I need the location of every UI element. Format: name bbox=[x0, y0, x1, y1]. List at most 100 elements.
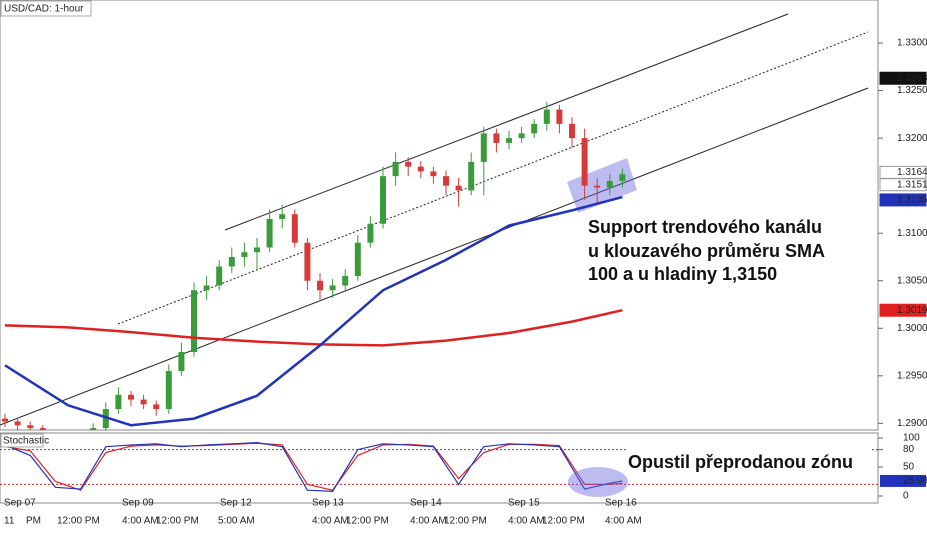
x-time-label: 12:00 PM bbox=[444, 516, 487, 527]
x-date-label: Sep 12 bbox=[220, 498, 252, 509]
candle-body bbox=[115, 394, 122, 410]
annotation: 100 a u hladiny 1,3150 bbox=[588, 264, 777, 284]
candle-body bbox=[128, 394, 134, 400]
candle-body bbox=[468, 161, 475, 191]
candle-body bbox=[191, 290, 197, 353]
candle-body bbox=[2, 418, 8, 422]
candle-body bbox=[266, 218, 273, 248]
price-tag-label: 1.3164 bbox=[897, 167, 927, 178]
x-time-label: 12:00 PM bbox=[57, 516, 100, 527]
y-tick-label: 1.3050 bbox=[897, 275, 927, 286]
candle-body bbox=[39, 428, 46, 430]
x-time-label: 12:00 PM bbox=[542, 516, 585, 527]
candle-body bbox=[569, 123, 575, 139]
candle-body bbox=[165, 371, 172, 410]
candle-body bbox=[367, 223, 374, 243]
candle-body bbox=[392, 161, 399, 177]
candle-body bbox=[581, 138, 588, 186]
x-time-label: 4:00 AM bbox=[508, 516, 545, 527]
x-time-label: 12:00 PM bbox=[156, 516, 199, 527]
y-tick-label: 1.2950 bbox=[897, 370, 927, 381]
annotation: Opustil přeprodanou zónu bbox=[628, 452, 853, 472]
candle-body bbox=[493, 133, 500, 143]
candle-body bbox=[178, 352, 185, 372]
x-date-label: Sep 16 bbox=[605, 498, 637, 509]
channel-top bbox=[224, 13, 789, 231]
x-time-label: 4:00 AM bbox=[312, 516, 349, 527]
candle-body bbox=[455, 185, 462, 191]
stoch-tick-label: 100 bbox=[903, 433, 920, 444]
candle-body bbox=[329, 285, 336, 291]
candle-body bbox=[342, 275, 349, 286]
annotation: u klouzavého průměru SMA bbox=[588, 241, 825, 261]
candle-body bbox=[443, 176, 449, 186]
candle-body bbox=[543, 109, 550, 124]
x-time-label: 12:00 PM bbox=[346, 516, 389, 527]
indicator-box bbox=[0, 433, 44, 448]
candle-body bbox=[304, 242, 311, 281]
candle-body bbox=[241, 252, 248, 257]
x-time-label: 4:00 AM bbox=[605, 516, 642, 527]
highlight bbox=[568, 467, 628, 497]
candle-body bbox=[594, 185, 601, 188]
price-tag bbox=[879, 303, 927, 317]
candle-body bbox=[405, 161, 412, 167]
price-tag-label: 1.3019 bbox=[897, 305, 927, 316]
moving-average bbox=[4, 195, 623, 427]
price-tag-label: 1.3263 bbox=[897, 73, 927, 84]
stoch-tick-label: 0 bbox=[903, 491, 909, 502]
candle-body bbox=[417, 166, 424, 172]
title-box bbox=[0, 0, 92, 17]
annotation: Support trendového kanálu bbox=[588, 217, 822, 237]
x-date-label: Sep 09 bbox=[122, 498, 154, 509]
candle-body bbox=[279, 214, 286, 219]
candle-body bbox=[90, 428, 97, 430]
candle-body bbox=[203, 285, 210, 291]
candle-body bbox=[102, 409, 109, 429]
y-tick-label: 1.3250 bbox=[897, 85, 927, 96]
annotation-bg bbox=[626, 449, 872, 473]
price-tag bbox=[879, 178, 927, 192]
price-tag-label: 1.3151 bbox=[897, 179, 927, 190]
price-tag bbox=[879, 71, 927, 85]
stoch-tag-label: 25.98 bbox=[903, 476, 927, 487]
y-tick-label: 1.3300 bbox=[897, 38, 927, 49]
y-tick-label: 1.3000 bbox=[897, 323, 927, 334]
chart-title: USD/CAD: 1-hour bbox=[4, 4, 84, 15]
candle-body bbox=[619, 174, 626, 181]
x-time-label: 5:00 AM bbox=[218, 516, 255, 527]
candle-body bbox=[27, 425, 34, 429]
stoch-tag bbox=[880, 474, 926, 487]
y-tick-label: 1.3200 bbox=[897, 133, 927, 144]
candle-body bbox=[430, 171, 437, 177]
candle-body bbox=[216, 266, 223, 286]
candle-body bbox=[354, 242, 361, 276]
x-time-label: 4:00 AM bbox=[122, 516, 159, 527]
x-date-label: Sep 07 bbox=[4, 498, 36, 509]
x-time-label: PM bbox=[26, 516, 41, 527]
candle-body bbox=[317, 280, 323, 291]
x-time-label: 4:00 AM bbox=[410, 516, 447, 527]
candle-body bbox=[518, 133, 525, 139]
candle-body bbox=[556, 109, 563, 124]
indicator-label: Stochastic bbox=[3, 436, 49, 447]
candle-body bbox=[531, 123, 538, 134]
x-date-label: Sep 13 bbox=[312, 498, 344, 509]
candle-body bbox=[228, 256, 235, 267]
candle-body bbox=[291, 214, 298, 243]
candle-body bbox=[140, 399, 147, 405]
candle-body bbox=[254, 247, 260, 253]
stoch-tick-label: 80 bbox=[903, 444, 915, 455]
price-tag-label: 1.3135 bbox=[897, 195, 927, 206]
y-tick-label: 1.2900 bbox=[897, 418, 927, 429]
price-panel bbox=[0, 0, 879, 431]
candle-body bbox=[14, 421, 21, 426]
stoch-tick-label: 50 bbox=[903, 462, 915, 473]
candle-body bbox=[380, 176, 386, 224]
candle-body bbox=[506, 138, 512, 143]
channel-bottom bbox=[0, 87, 869, 426]
x-time-label: 11 bbox=[4, 516, 15, 527]
x-date-label: Sep 15 bbox=[508, 498, 540, 509]
candle-body bbox=[606, 180, 613, 188]
